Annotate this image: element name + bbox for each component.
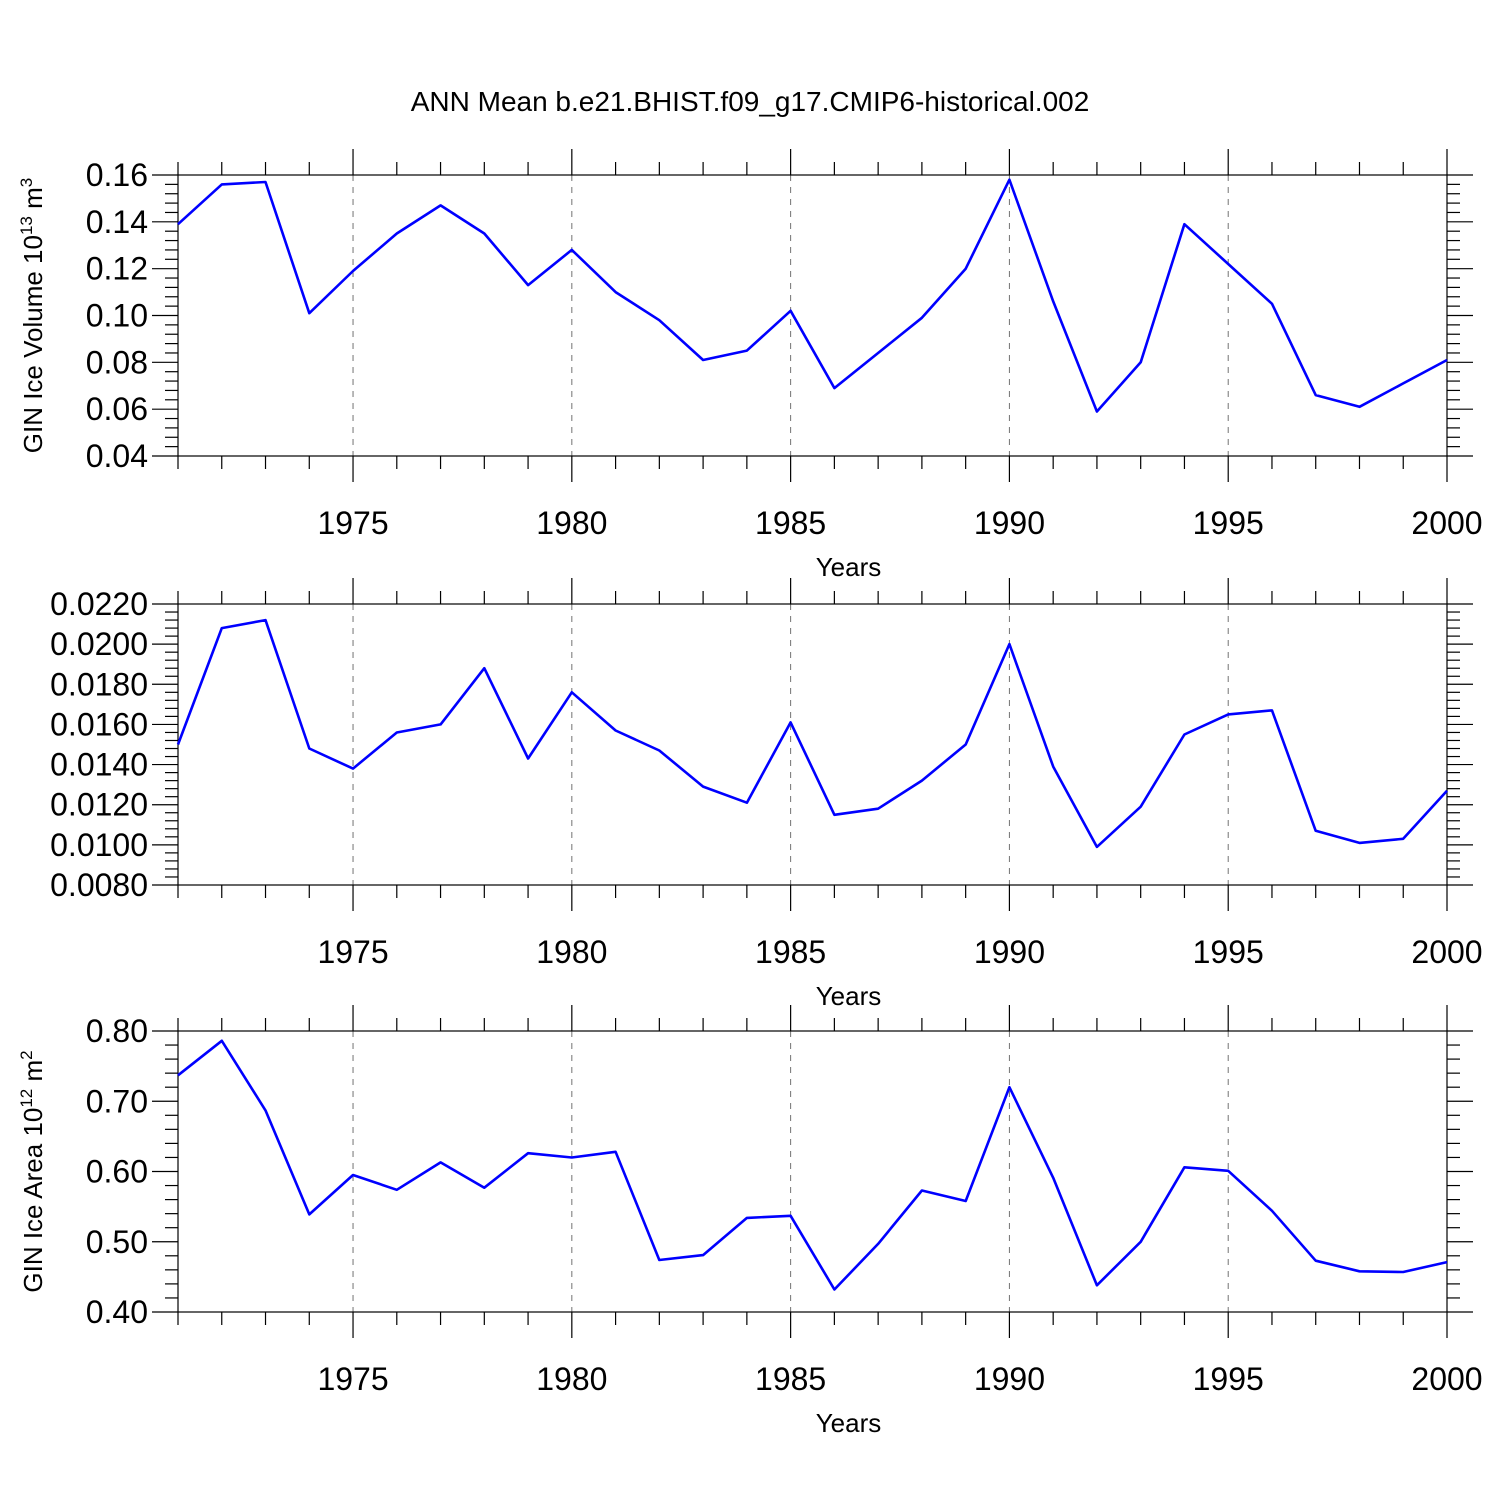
- series-line: [177, 1039, 1448, 1291]
- x-tick-label: 1995: [1193, 1361, 1264, 1397]
- y-tick-label: 0.50: [86, 1224, 148, 1260]
- y-tick-label: 0.0100: [50, 827, 148, 863]
- x-tick-label: 1980: [536, 505, 607, 541]
- x-tick-label: 2000: [1411, 1361, 1482, 1397]
- y-tick-label: 0.40: [86, 1294, 148, 1330]
- y-tick-label: 0.12: [86, 251, 148, 287]
- x-tick-label: 1995: [1193, 934, 1264, 970]
- plot-frame: [177, 1030, 1448, 1313]
- y-tick-label: 0.0200: [50, 626, 148, 662]
- x-tick-label: 1990: [974, 1361, 1045, 1397]
- x-tick-label: 1975: [317, 1361, 388, 1397]
- y-tick-label: 0.0160: [50, 706, 148, 742]
- x-axis-label: Years: [816, 1408, 882, 1438]
- y-tick-label: 0.60: [86, 1154, 148, 1190]
- y-axis-label: GIN Ice Volume 1013 m3: [17, 178, 48, 454]
- y-tick-label: 0.10: [86, 298, 148, 334]
- series-line: [176, 618, 1448, 849]
- y-tick-label: 0.80: [86, 1013, 148, 1049]
- y-tick-label: 0.0140: [50, 747, 148, 783]
- y-axis-label: GIN Ice Area 1012 m2: [17, 1050, 48, 1292]
- x-tick-label: 2000: [1411, 505, 1482, 541]
- panel-3: 0.40 0.50 0.60 0.70 0.80 1975 1980 1985 1990 1995…: [17, 1005, 1483, 1438]
- y-tick-label: 0.14: [86, 204, 148, 240]
- y-tick-label: 0.16: [86, 157, 148, 193]
- y-tick-label: 0.0220: [50, 586, 148, 622]
- x-tick-label: 1985: [755, 934, 826, 970]
- panel-2: 0.0080 0.0100 0.0120 0.0140 0.0160 0.0180 0.02…: [50, 578, 1483, 1011]
- x-tick-label: 1995: [1193, 505, 1264, 541]
- x-axis-label: Years: [816, 552, 882, 582]
- panel-1: 0.04 0.06 0.08 0.10 0.12 0.14 0.16 1975 1980 1985…: [17, 149, 1483, 582]
- y-tick-label: 0.06: [86, 391, 148, 427]
- x-tick-label: 1975: [317, 934, 388, 970]
- plot-frame: [177, 174, 1448, 457]
- series-line: [177, 178, 1448, 413]
- x-axis-label: Years: [816, 981, 882, 1011]
- y-tick-label: 0.08: [86, 344, 148, 380]
- y-tick-label: 0.0180: [50, 666, 148, 702]
- y-tick-label: 0.0120: [50, 787, 148, 823]
- y-tick-label: 0.70: [86, 1083, 148, 1119]
- x-tick-label: 1985: [755, 1361, 826, 1397]
- plot-frame: [177, 603, 1448, 886]
- x-tick-label: 1990: [974, 505, 1045, 541]
- x-tick-label: 1980: [536, 1361, 607, 1397]
- x-tick-label: 1980: [536, 934, 607, 970]
- chart-title: ANN Mean b.e21.BHIST.f09_g17.CMIP6-histo…: [411, 86, 1090, 117]
- x-tick-label: 2000: [1411, 934, 1482, 970]
- x-tick-label: 1985: [755, 505, 826, 541]
- y-tick-label: 0.04: [86, 438, 148, 474]
- x-tick-label: 1990: [974, 934, 1045, 970]
- y-tick-label: 0.0080: [50, 867, 148, 903]
- x-tick-label: 1975: [317, 505, 388, 541]
